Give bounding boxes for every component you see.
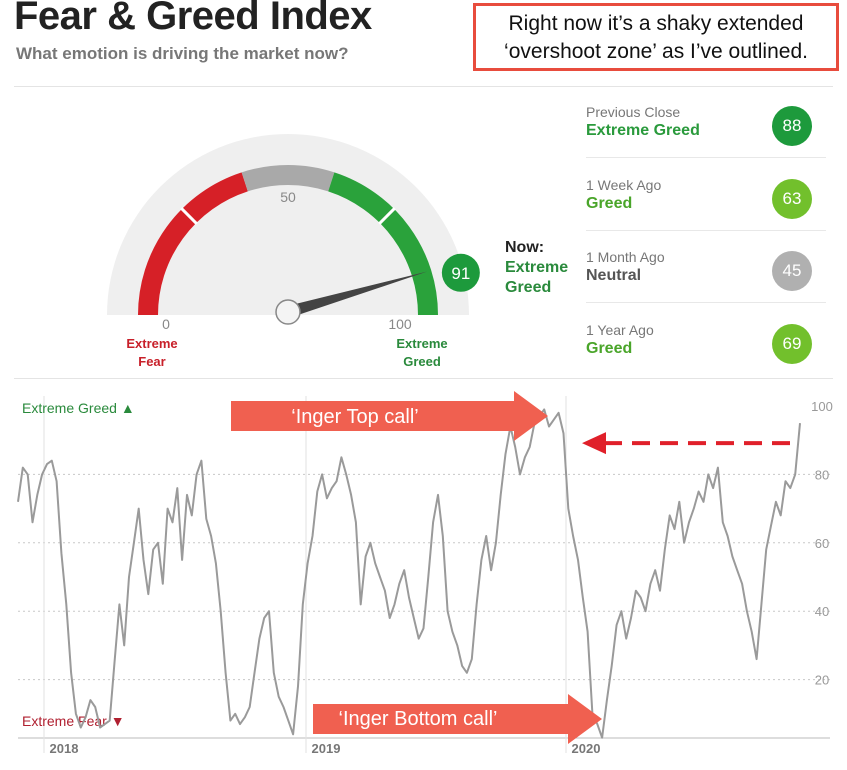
gauge-ticks xyxy=(180,207,396,225)
history-period: 1 Month Ago xyxy=(586,249,665,265)
gauge-needle xyxy=(286,271,428,318)
callout-line-1: Right now it’s a shaky extended xyxy=(508,12,804,35)
gauge-greed-label-1: Extreme xyxy=(396,336,447,351)
chart-x-tick-label: 2020 xyxy=(572,741,601,756)
history-1-month-ago: 1 Month Ago Neutral 45 xyxy=(586,249,826,321)
history-state: Extreme Greed xyxy=(586,122,700,139)
chart-y-tick-label: 20 xyxy=(815,673,829,688)
callout-line-2: ‘overshoot zone’ as I’ve outlined. xyxy=(504,40,808,63)
commentary-callout: Right now it’s a shaky extended ‘oversho… xyxy=(473,3,839,71)
chart-y-tick-label: 60 xyxy=(815,536,829,551)
history-badge: 69 xyxy=(772,324,812,364)
history-divider xyxy=(586,230,826,231)
section-divider xyxy=(14,378,833,379)
chart-extreme-greed-label: Extreme Greed ▲ xyxy=(22,400,135,416)
chart-y-tick-label: 80 xyxy=(815,467,829,482)
history-previous-close: Previous Close Extreme Greed 88 xyxy=(586,104,826,176)
gauge-arc-greed xyxy=(328,172,438,316)
chart-x-tick-label: 2019 xyxy=(312,741,341,756)
fear-greed-history-chart: 20 40 60 80 100 2018 2019 2020 Extreme Greed ▲… xyxy=(17,391,833,756)
bottom-call-label: ‘Inger Bottom call’ xyxy=(339,708,498,730)
history-period: 1 Week Ago xyxy=(586,177,662,193)
history-badge: 45 xyxy=(772,251,812,291)
page-subtitle: What emotion is driving the market now? xyxy=(16,44,349,63)
history-state: Greed xyxy=(586,340,633,357)
chart-x-tick-label: 2018 xyxy=(50,741,79,756)
chart-y-tick-label: 100 xyxy=(811,399,833,414)
gauge-fear-label-2: Fear xyxy=(138,354,165,369)
gauge-value-badge xyxy=(441,253,480,292)
history-1-year-ago: 1 Year Ago Greed 69 xyxy=(586,322,826,394)
gauge-mid-label: 50 xyxy=(280,189,296,205)
gauge-track xyxy=(107,134,469,315)
chart-y-tick-label: 40 xyxy=(815,604,829,619)
history-period: 1 Year Ago xyxy=(586,322,654,338)
top-call-label: ‘Inger Top call’ xyxy=(291,406,418,428)
gauge-arc-neutral xyxy=(241,165,335,192)
overshoot-arrowhead xyxy=(582,432,606,455)
page-title: Fear & Greed Index xyxy=(14,0,372,38)
gauge-tick xyxy=(180,207,198,225)
history-badge: 63 xyxy=(772,179,812,219)
now-label: Now: xyxy=(505,239,545,256)
gauge-fear-label-1: Extreme xyxy=(126,336,177,351)
history-1-week-ago: 1 Week Ago Greed 63 xyxy=(586,177,826,249)
chart-series-line xyxy=(17,408,801,739)
gauge-arc-fear xyxy=(138,172,248,316)
history-divider xyxy=(586,302,826,303)
history-period: Previous Close xyxy=(586,104,681,120)
gauge-min-label: 0 xyxy=(162,316,170,332)
chart-y-ticks: 20 40 60 80 100 xyxy=(811,399,833,688)
history-state: Neutral xyxy=(586,267,642,284)
chart-x-ticks: 2018 2019 2020 xyxy=(50,741,601,756)
chart-gridlines xyxy=(18,396,830,753)
top-call-arrow xyxy=(231,391,548,441)
header-divider xyxy=(14,86,833,87)
history-state: Greed xyxy=(586,195,633,212)
history-divider xyxy=(586,157,826,158)
gauge-hub xyxy=(275,299,301,325)
gauge-tick xyxy=(378,207,396,225)
fear-greed-gauge: 50 0 100 Extreme Fear Extreme Greed 91 xyxy=(107,134,480,369)
gauge-value-text: 91 xyxy=(451,264,470,283)
gauge-max-label: 100 xyxy=(388,316,412,332)
bottom-call-arrow xyxy=(313,694,602,744)
now-state: Extreme Greed xyxy=(505,259,569,296)
gauge-greed-label-2: Greed xyxy=(403,354,441,369)
history-badge: 88 xyxy=(772,106,812,146)
